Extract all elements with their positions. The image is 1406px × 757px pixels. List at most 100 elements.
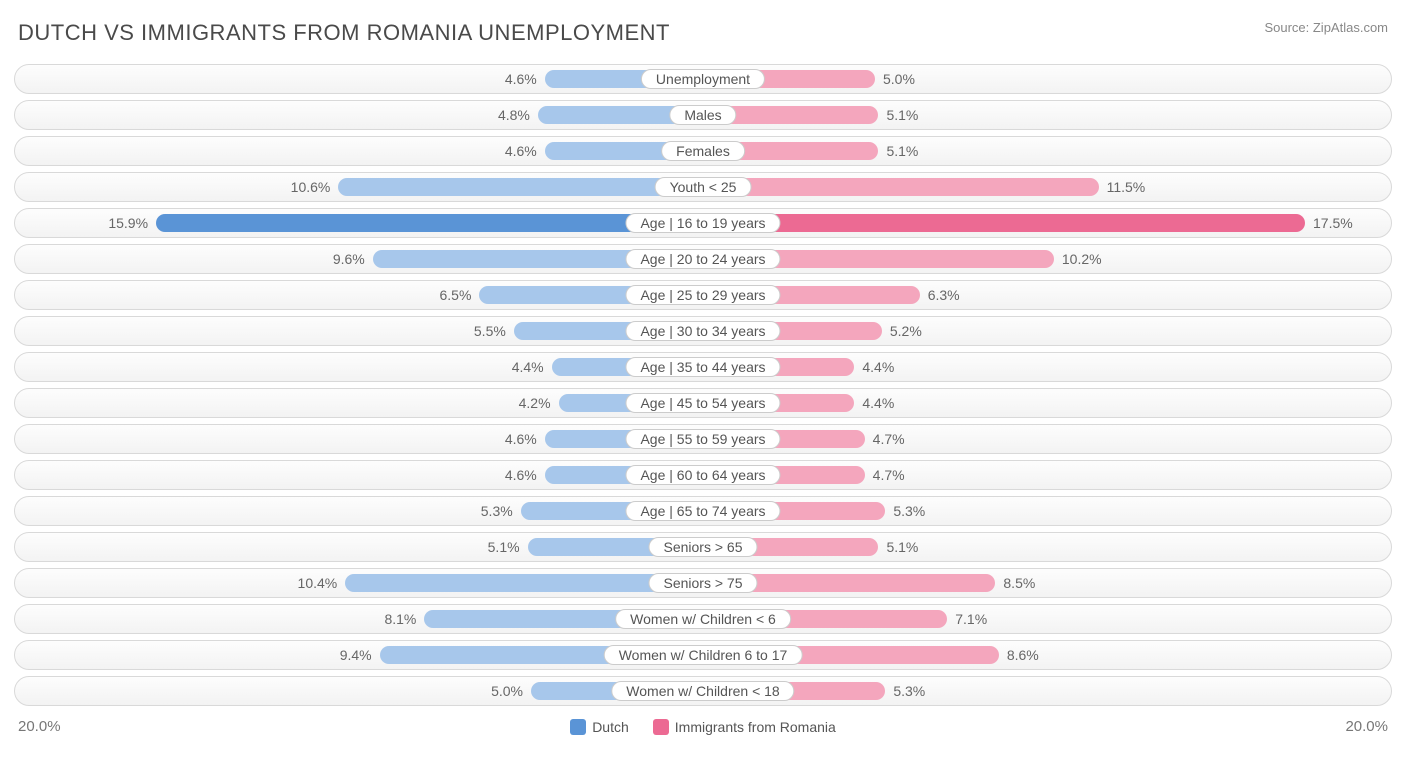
- right-bar: [703, 178, 1099, 196]
- row-category-label: Age | 35 to 44 years: [625, 357, 780, 377]
- legend-item-left: Dutch: [570, 719, 629, 735]
- chart-row: 8.1%7.1%Women w/ Children < 6: [14, 604, 1392, 634]
- legend-label-left: Dutch: [592, 719, 629, 735]
- chart-row: 4.6% 5.0% Unemployment: [14, 64, 1392, 94]
- right-value-label: 17.5%: [1305, 215, 1361, 231]
- left-value-label: 10.4%: [290, 575, 346, 591]
- chart-row: 5.0% 5.3% Women w/ Children < 18: [14, 676, 1392, 706]
- row-left-half: 6.5%: [15, 281, 703, 309]
- chart-footer: 20.0% Dutch Immigrants from Romania 20.0…: [10, 712, 1396, 735]
- row-left-half: 4.6%: [15, 65, 703, 93]
- row-right-half: 10.2%: [703, 245, 1391, 273]
- chart-row: 9.6% 10.2% Age | 20 to 24 years: [14, 244, 1392, 274]
- row-category-label: Age | 25 to 29 years: [625, 285, 780, 305]
- chart-row: 4.8% 5.1% Males: [14, 100, 1392, 130]
- right-value-label: 5.3%: [885, 683, 933, 699]
- row-right-half: 5.2%: [703, 317, 1391, 345]
- chart-row: 10.6% 11.5% Youth < 25: [14, 172, 1392, 202]
- chart-row: 5.3% 5.3% Age | 65 to 74 years: [14, 496, 1392, 526]
- row-category-label: Males: [669, 105, 736, 125]
- row-left-half: 9.6%: [15, 245, 703, 273]
- row-category-label: Women w/ Children 6 to 17: [604, 645, 803, 665]
- row-left-half: 4.4%: [15, 353, 703, 381]
- chart-row: 5.5% 5.2% Age | 30 to 34 years: [14, 316, 1392, 346]
- left-value-label: 4.2%: [511, 395, 559, 411]
- row-right-half: 5.3%: [703, 497, 1391, 525]
- right-value-label: 11.5%: [1099, 179, 1154, 195]
- legend-label-right: Immigrants from Romania: [675, 719, 836, 735]
- row-category-label: Females: [661, 141, 745, 161]
- right-value-label: 4.7%: [865, 467, 913, 483]
- row-right-half: 5.3%: [703, 677, 1391, 705]
- legend-swatch-left: [570, 719, 586, 735]
- row-left-half: 15.9%: [15, 209, 703, 237]
- left-value-label: 5.1%: [480, 539, 528, 555]
- chart-row: 10.4% 8.5% Seniors > 75: [14, 568, 1392, 598]
- right-value-label: 5.2%: [882, 323, 930, 339]
- right-value-label: 5.1%: [878, 107, 926, 123]
- legend-swatch-right: [653, 719, 669, 735]
- row-left-half: 4.6%: [15, 137, 703, 165]
- left-value-label: 10.6%: [283, 179, 339, 195]
- row-right-half: 8.6%: [703, 641, 1391, 669]
- row-category-label: Women w/ Children < 18: [611, 681, 794, 701]
- row-left-half: 5.1%: [15, 533, 703, 561]
- row-left-half: 5.3%: [15, 497, 703, 525]
- row-left-half: 8.1%: [15, 605, 703, 633]
- row-category-label: Age | 55 to 59 years: [625, 429, 780, 449]
- right-value-label: 4.7%: [865, 431, 913, 447]
- row-right-half: 4.7%: [703, 425, 1391, 453]
- row-category-label: Seniors > 65: [649, 537, 758, 557]
- row-right-half: 6.3%: [703, 281, 1391, 309]
- legend: Dutch Immigrants from Romania: [570, 719, 836, 735]
- row-category-label: Youth < 25: [655, 177, 752, 197]
- chart-header: DUTCH VS IMMIGRANTS FROM ROMANIA UNEMPLO…: [10, 20, 1396, 64]
- row-right-half: 4.7%: [703, 461, 1391, 489]
- right-value-label: 5.3%: [885, 503, 933, 519]
- row-category-label: Age | 16 to 19 years: [625, 213, 780, 233]
- left-bar: [338, 178, 703, 196]
- row-left-half: 4.6%: [15, 425, 703, 453]
- chart-row: 5.1%5.1%Seniors > 65: [14, 532, 1392, 562]
- right-value-label: 10.2%: [1054, 251, 1110, 267]
- row-left-half: 4.2%: [15, 389, 703, 417]
- row-left-half: 10.6%: [15, 173, 703, 201]
- right-value-label: 6.3%: [920, 287, 968, 303]
- left-bar: [156, 214, 703, 232]
- chart-row: 9.4% 8.6% Women w/ Children 6 to 17: [14, 640, 1392, 670]
- left-value-label: 4.6%: [497, 431, 545, 447]
- row-right-half: 11.5%: [703, 173, 1391, 201]
- chart-row: 4.6% 4.7% Age | 60 to 64 years: [14, 460, 1392, 490]
- row-right-half: 5.1%: [703, 101, 1391, 129]
- row-right-half: 8.5%: [703, 569, 1391, 597]
- left-value-label: 4.6%: [497, 467, 545, 483]
- chart-row: 4.6% 4.7% Age | 55 to 59 years: [14, 424, 1392, 454]
- left-value-label: 5.0%: [483, 683, 531, 699]
- row-category-label: Seniors > 75: [649, 573, 758, 593]
- left-value-label: 9.4%: [332, 647, 380, 663]
- row-category-label: Age | 60 to 64 years: [625, 465, 780, 485]
- row-left-half: 5.0%: [15, 677, 703, 705]
- row-right-half: 5.1%: [703, 533, 1391, 561]
- row-category-label: Age | 20 to 24 years: [625, 249, 780, 269]
- row-right-half: 4.4%: [703, 389, 1391, 417]
- left-value-label: 5.3%: [473, 503, 521, 519]
- legend-item-right: Immigrants from Romania: [653, 719, 836, 735]
- row-category-label: Age | 65 to 74 years: [625, 501, 780, 521]
- row-right-half: 7.1%: [703, 605, 1391, 633]
- row-category-label: Unemployment: [641, 69, 765, 89]
- left-value-label: 6.5%: [431, 287, 479, 303]
- chart-body: 4.6% 5.0% Unemployment 4.8% 5.1% Males 4.6% 5.1…: [10, 64, 1396, 706]
- row-category-label: Age | 30 to 34 years: [625, 321, 780, 341]
- right-value-label: 5.0%: [875, 71, 923, 87]
- right-value-label: 8.6%: [999, 647, 1047, 663]
- right-value-label: 4.4%: [854, 359, 902, 375]
- row-left-half: 5.5%: [15, 317, 703, 345]
- left-value-label: 4.4%: [504, 359, 552, 375]
- right-value-label: 8.5%: [995, 575, 1043, 591]
- left-value-label: 4.8%: [490, 107, 538, 123]
- left-value-label: 5.5%: [466, 323, 514, 339]
- axis-max-right: 20.0%: [1345, 718, 1388, 735]
- row-left-half: 9.4%: [15, 641, 703, 669]
- right-value-label: 4.4%: [854, 395, 902, 411]
